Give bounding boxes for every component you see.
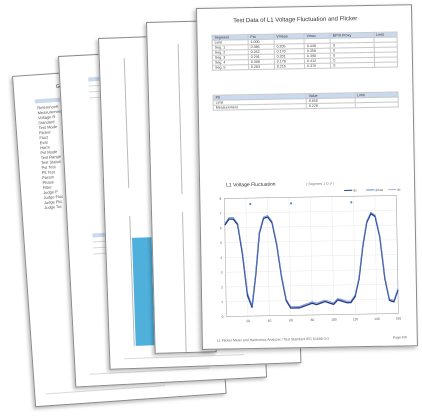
plt-table-cell: [354, 101, 399, 108]
segment-table-cell: Seg. 5: [212, 64, 249, 71]
segment-table-cell: [374, 61, 398, 68]
back-chart-axis: [177, 44, 183, 195]
peak-marker: [289, 202, 293, 205]
y-tick-label: 3: [221, 271, 223, 275]
x-tick-label: 40: [268, 319, 272, 323]
back-page-footer-line: [89, 367, 210, 375]
chart-subtitle: ( Segment 1 D.V ): [306, 182, 334, 186]
legend-label: dv: [353, 188, 357, 192]
plt-table: Plt Value Limit Limit 0.650 Measurement 0.278: [213, 91, 399, 111]
x-tick-label: 140: [374, 317, 380, 321]
x-tick-label: 100: [331, 318, 337, 322]
y-tick-label: 8: [219, 197, 221, 201]
legend-label: dc: [397, 188, 401, 192]
y-tick-label: 2: [221, 285, 223, 289]
y-tick-label: 1: [221, 300, 223, 304]
plot-area: [224, 195, 399, 317]
x-tick-label: 20: [246, 319, 250, 323]
page-title: Test Data of L1 Voltage Fluctuation and …: [233, 16, 358, 25]
x-tick-label: 160: [396, 316, 402, 320]
back-chart-axis: [123, 58, 130, 189]
x-tick-label: 60: [289, 318, 293, 322]
peak-marker: [249, 202, 252, 206]
y-tick-label: 0: [222, 315, 224, 319]
segment-table: Segment Pst Vmean Vmax EPVI Proxy Limit Limit…: [211, 31, 398, 71]
chart-title: L1 Voltage Fluctuation: [226, 182, 276, 189]
x-gridline: [288, 197, 292, 316]
segment-table-cell: 0.215: [274, 63, 305, 70]
y-tick-label: 4: [220, 256, 222, 260]
x-gridline: [310, 197, 313, 316]
y-tick-label: 6: [220, 226, 222, 230]
legend-label: dmax: [375, 188, 383, 192]
page-footer: L1 Flicker Meter and Harmonics Analyzer …: [216, 336, 330, 343]
y-tick-label: 5: [220, 241, 222, 245]
page-number: Page 6/6: [392, 335, 407, 340]
peak-marker: [350, 201, 353, 204]
front-page: Test Data of L1 Voltage Fluctuation and …: [196, 4, 418, 350]
x-tick-label: 120: [353, 317, 359, 321]
x-tick-label: 80: [311, 318, 315, 322]
back-chart-axis: [181, 212, 187, 354]
series-line-dmax: [224, 211, 399, 307]
plt-table-cell: 0.278: [306, 102, 355, 109]
segment-table-cell: 0.283: [248, 64, 275, 70]
segment-table-cell: 0: [330, 62, 375, 69]
back-page-footer-line: [124, 354, 245, 360]
back-page-footer-line: [45, 385, 166, 395]
plt-table-cell: Measurement: [213, 103, 307, 111]
voltage-fluctuation-chart: L1 Voltage Fluctuation ( Segment 1 D.V ) d…: [219, 182, 402, 324]
x-gridline: [331, 196, 335, 315]
segment-table-cell: 0.376: [304, 63, 331, 69]
y-tick-label: 7: [220, 212, 222, 216]
